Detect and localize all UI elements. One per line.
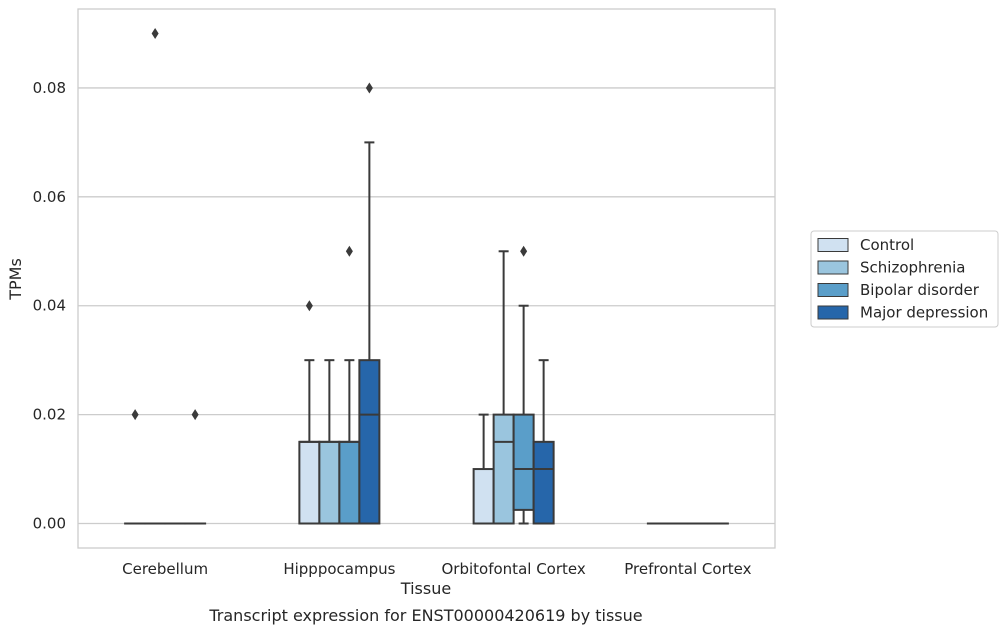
y-tick-label: 0.08 [33, 79, 66, 97]
x-tick-label: Hipppocampus [283, 560, 395, 578]
outlier-point [520, 246, 527, 257]
y-tick-label: 0.04 [33, 297, 66, 315]
y-tick-label: 0.00 [33, 515, 66, 533]
box-group [125, 409, 145, 523]
legend-label: Schizophrenia [860, 259, 965, 277]
box [299, 442, 319, 524]
box [474, 469, 494, 523]
y-tick-label: 0.06 [33, 188, 66, 206]
boxes-layer [125, 28, 728, 524]
outlier-point [192, 409, 199, 420]
x-tick-label: Orbitofontal Cortex [442, 560, 586, 578]
box-group [145, 28, 165, 524]
box-group [339, 246, 359, 524]
legend-swatch [818, 239, 848, 252]
y-axis-ticks: 0.00 0.02 0.04 0.06 0.08 [33, 79, 66, 533]
x-tick-label: Cerebellum [122, 560, 208, 578]
box-group [359, 82, 379, 523]
legend: Control Schizophrenia Bipolar disorder Majo… [811, 231, 998, 327]
box [514, 415, 534, 510]
outlier-point [366, 82, 373, 93]
y-tick-label: 0.02 [33, 406, 66, 424]
box [359, 360, 379, 523]
outlier-point [346, 246, 353, 257]
outlier-point [132, 409, 139, 420]
outlier-point [152, 28, 159, 39]
box-group [319, 360, 339, 523]
box [494, 415, 514, 524]
outlier-point [306, 300, 313, 311]
box-group [534, 360, 554, 523]
plot-frame [78, 9, 775, 548]
legend-swatch [818, 284, 848, 297]
legend-label: Bipolar disorder [860, 281, 980, 299]
box-group [514, 246, 534, 524]
legend-label: Major depression [860, 304, 988, 322]
grid-layer [78, 88, 775, 524]
box [534, 442, 554, 524]
y-axis-label: TPMs [6, 258, 25, 301]
box-group [474, 415, 494, 524]
box [319, 442, 339, 524]
box [339, 442, 359, 524]
box-group [299, 300, 319, 523]
x-tick-label: Prefrontal Cortex [624, 560, 751, 578]
x-axis-ticks: Cerebellum Hipppocampus Orbitofontal Corte… [122, 560, 751, 578]
legend-swatch [818, 306, 848, 319]
chart-caption: Transcript expression for ENST0000042061… [208, 606, 642, 625]
x-axis-label: Tissue [400, 579, 451, 598]
legend-label: Control [860, 236, 914, 254]
legend-swatch [818, 261, 848, 274]
box-group [494, 251, 514, 523]
box-group [185, 409, 205, 523]
